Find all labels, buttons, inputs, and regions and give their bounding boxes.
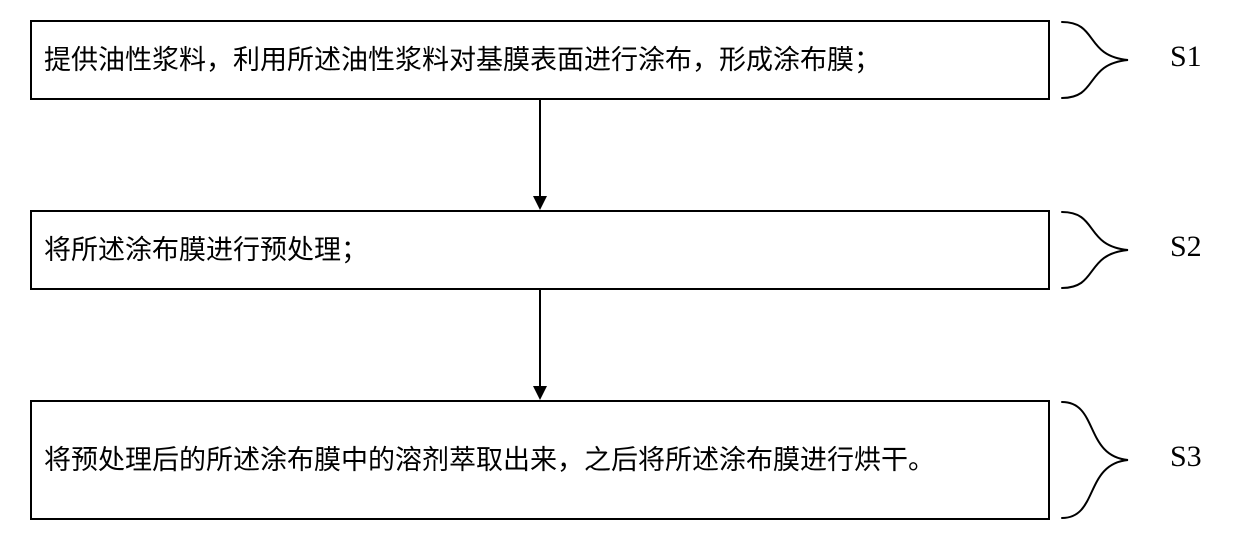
flow-step-s3-text: 将预处理后的所述涂布膜中的溶剂萃取出来，之后将所述涂布膜进行烘干。 — [44, 440, 935, 481]
step-label-s2: S2 — [1170, 230, 1202, 264]
flow-step-s2-text: 将所述涂布膜进行预处理； — [44, 230, 368, 271]
arrow-s1-s2-head — [533, 196, 547, 210]
flow-step-s2: 将所述涂布膜进行预处理； — [30, 210, 1050, 290]
flow-step-s1: 提供油性浆料，利用所述油性浆料对基膜表面进行涂布，形成涂布膜； — [30, 20, 1050, 100]
arrow-s1-s2-line — [539, 100, 541, 196]
flow-step-s1-text: 提供油性浆料，利用所述油性浆料对基膜表面进行涂布，形成涂布膜； — [44, 40, 881, 81]
brace-s1 — [1060, 20, 1130, 100]
brace-s2 — [1060, 210, 1130, 290]
arrow-s2-s3-line — [539, 290, 541, 386]
step-label-s1: S1 — [1170, 40, 1202, 74]
step-label-s3: S3 — [1170, 440, 1202, 474]
brace-s3 — [1060, 400, 1130, 520]
arrow-s2-s3-head — [533, 386, 547, 400]
flow-step-s3: 将预处理后的所述涂布膜中的溶剂萃取出来，之后将所述涂布膜进行烘干。 — [30, 400, 1050, 520]
